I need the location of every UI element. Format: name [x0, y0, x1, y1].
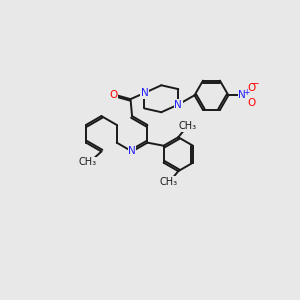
Text: CH₃: CH₃	[178, 122, 196, 131]
Text: O: O	[248, 82, 256, 93]
Text: O: O	[110, 89, 118, 100]
Text: CH₃: CH₃	[160, 177, 178, 187]
Text: N: N	[238, 90, 246, 100]
Text: CH₃: CH₃	[79, 157, 97, 167]
Text: −: −	[251, 79, 260, 89]
Text: O: O	[248, 98, 256, 108]
Text: +: +	[243, 88, 249, 97]
Text: N: N	[140, 88, 148, 98]
Text: N: N	[128, 146, 136, 157]
Text: N: N	[174, 100, 182, 110]
